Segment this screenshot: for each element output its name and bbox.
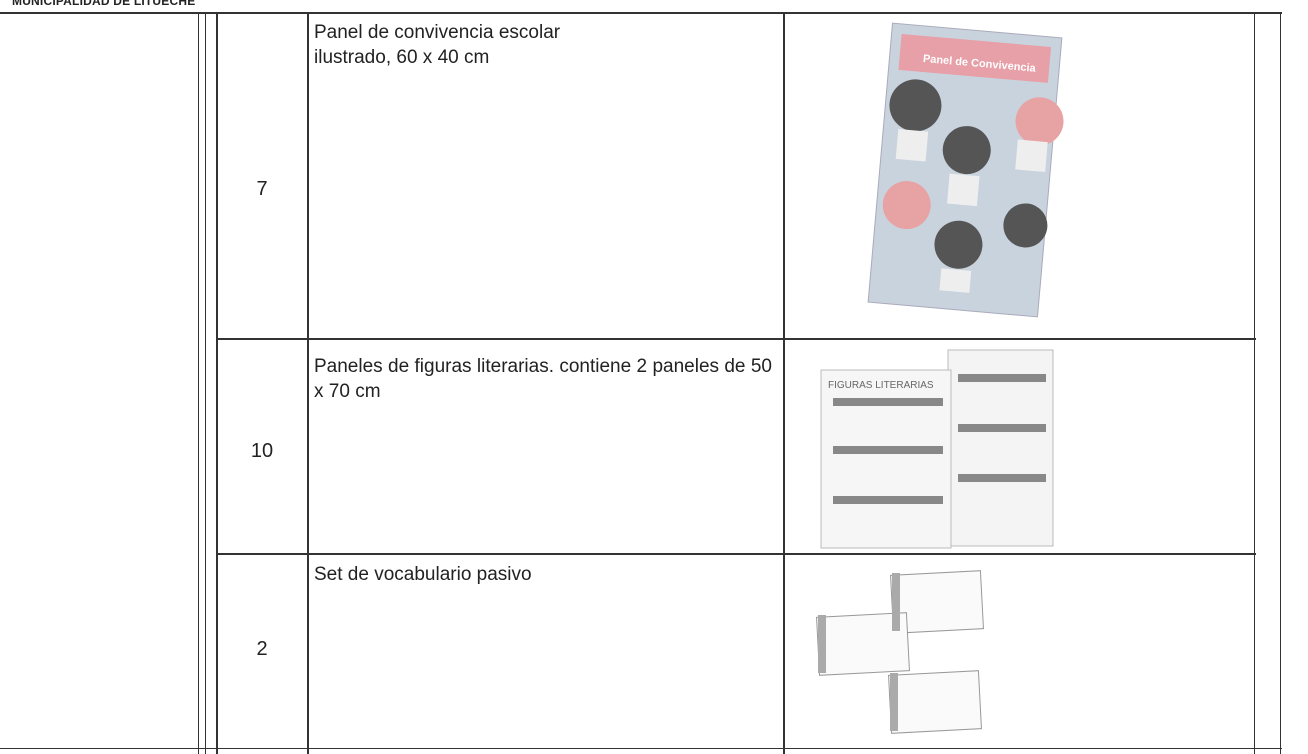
quantity: 7 xyxy=(256,178,268,200)
description: Panel de convivencia escolar ilustrado, … xyxy=(314,22,561,68)
product-image: FIGURAS LITERARIAS xyxy=(820,349,1054,549)
quantity: 10 xyxy=(250,440,274,462)
table-border xyxy=(1254,12,1255,754)
product-image xyxy=(816,570,984,734)
table-border xyxy=(783,12,785,754)
table-border xyxy=(198,12,199,754)
description: Paneles de figuras literarias. contiene … xyxy=(314,356,772,402)
table-border xyxy=(0,12,1282,14)
row-border xyxy=(216,338,1256,340)
table-border xyxy=(1280,12,1281,754)
row-border xyxy=(216,553,1256,555)
table-border xyxy=(205,12,206,754)
image-text: FIGURAS LITERARIAS xyxy=(828,380,934,391)
quantity: 2 xyxy=(256,638,268,660)
header-title: MUNICIPALIDAD DE LITUECHE xyxy=(12,0,196,8)
product-image: Panel de Convivencia xyxy=(867,22,1064,318)
table-border xyxy=(216,12,218,754)
table-border xyxy=(0,748,1282,749)
description: Set de vocabulario pasivo xyxy=(314,564,532,585)
table-border xyxy=(307,12,309,754)
